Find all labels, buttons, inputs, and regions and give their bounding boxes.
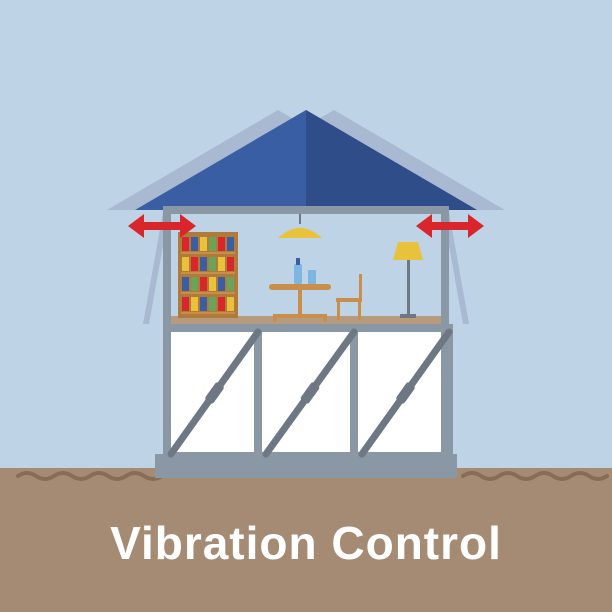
beam-bottom xyxy=(163,452,449,460)
book xyxy=(209,297,216,311)
book xyxy=(227,277,234,291)
book xyxy=(200,297,207,311)
pier xyxy=(254,324,262,454)
book xyxy=(209,277,216,291)
book xyxy=(182,257,189,271)
book xyxy=(200,237,207,251)
book xyxy=(209,237,216,251)
floor-lamp-icon xyxy=(393,242,423,260)
wall-panel xyxy=(258,324,354,454)
book xyxy=(218,297,225,311)
vibration-control-diagram: Vibration Control xyxy=(0,0,612,612)
book xyxy=(200,277,207,291)
bottle-icon xyxy=(294,264,302,284)
book xyxy=(191,277,198,291)
book xyxy=(200,257,207,271)
book xyxy=(218,277,225,291)
book xyxy=(191,237,198,251)
caption-text: Vibration Control xyxy=(0,516,612,570)
book xyxy=(227,297,234,311)
book xyxy=(182,277,189,291)
book xyxy=(227,257,234,271)
book xyxy=(218,237,225,251)
beam-mid xyxy=(163,324,449,332)
book xyxy=(191,297,198,311)
beam-top xyxy=(163,206,449,214)
wall-panel xyxy=(163,324,258,454)
wall-panel xyxy=(354,324,449,454)
pier xyxy=(350,324,358,454)
chair xyxy=(336,298,362,302)
table-top xyxy=(269,284,331,290)
book xyxy=(218,257,225,271)
glass-icon xyxy=(308,270,316,284)
column-left xyxy=(163,206,171,462)
book xyxy=(227,237,234,251)
book xyxy=(182,297,189,311)
book xyxy=(182,237,189,251)
book xyxy=(209,257,216,271)
book xyxy=(191,257,198,271)
